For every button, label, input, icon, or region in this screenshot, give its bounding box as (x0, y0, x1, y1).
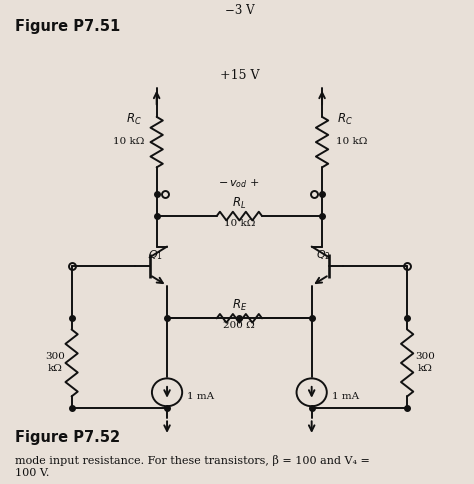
Text: +15 V: +15 V (219, 69, 259, 82)
Text: 10 kΩ: 10 kΩ (113, 137, 144, 146)
Text: Figure P7.51: Figure P7.51 (15, 19, 120, 34)
Text: Figure P7.52: Figure P7.52 (15, 430, 120, 445)
Text: 300: 300 (415, 351, 435, 361)
Text: $R_C$: $R_C$ (337, 111, 353, 127)
Text: 10 kΩ: 10 kΩ (224, 219, 255, 227)
Text: 10 kΩ: 10 kΩ (336, 137, 367, 146)
Text: −3 V: −3 V (225, 4, 254, 17)
Text: $R_C$: $R_C$ (126, 111, 142, 127)
Text: 1 mA: 1 mA (187, 392, 214, 401)
Text: 300: 300 (45, 351, 65, 361)
Text: $Q_1$: $Q_1$ (148, 248, 163, 262)
Text: $R_L$: $R_L$ (232, 196, 246, 211)
Text: $Q_2$: $Q_2$ (316, 248, 330, 262)
Text: kΩ: kΩ (418, 364, 433, 373)
Text: 1 mA: 1 mA (331, 392, 359, 401)
Text: 200 Ω: 200 Ω (223, 321, 255, 330)
Text: $R_E$: $R_E$ (232, 298, 247, 313)
Text: mode input resistance. For these transistors, β = 100 and V₄ =
100 V.: mode input resistance. For these transis… (15, 455, 370, 478)
Text: $-\,v_{od}\,+$: $-\,v_{od}\,+$ (219, 178, 260, 190)
Text: kΩ: kΩ (47, 364, 63, 373)
